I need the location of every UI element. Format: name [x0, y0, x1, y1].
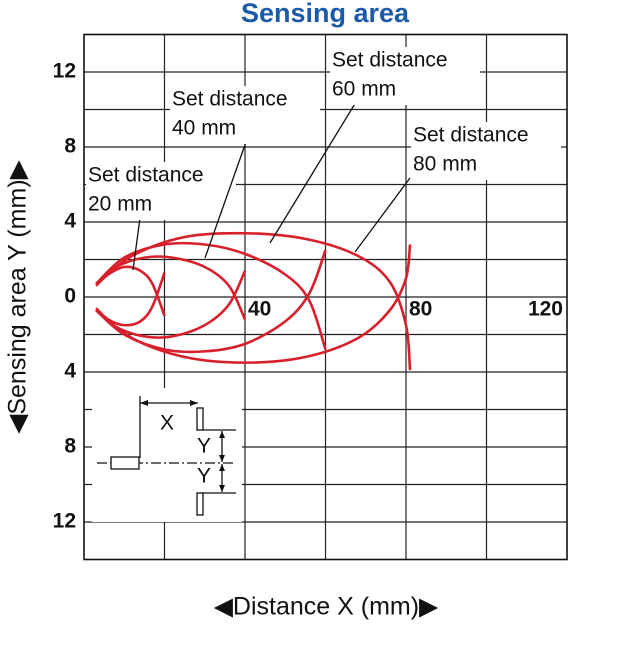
y-tick-label: 0: [64, 285, 76, 308]
plot-frame: [83, 33, 568, 561]
arrow-head: [219, 431, 225, 492]
x-axis-label: ◀Distance X (mm)▶: [214, 593, 439, 621]
annotation: Set distance: [172, 88, 288, 111]
annotation-background: [330, 47, 480, 105]
inset-label: X: [160, 412, 174, 435]
x-tick-label: 80: [409, 298, 432, 321]
x-tick-label: 120: [528, 298, 563, 321]
annotation-background: [411, 122, 561, 180]
inset-label: Y: [197, 465, 211, 488]
y-tick-label: 12: [53, 510, 76, 533]
sensing-curve: [95, 244, 412, 364]
y-axis-label: ◀Sensing area Y (mm)▶: [4, 159, 32, 434]
annotation: 40 mm: [172, 117, 236, 140]
annotation: 80 mm: [413, 153, 477, 176]
annotation: Set distance: [332, 49, 448, 72]
annotation-background: [170, 86, 320, 144]
receiver-slit: [196, 407, 204, 431]
chart-title: Sensing area: [241, 0, 410, 28]
inset-diagram: XYY: [92, 388, 242, 522]
receiver-slit: [196, 492, 204, 516]
x-tick-label: 40: [248, 298, 271, 321]
sensing-curve: [95, 272, 166, 327]
emitter: [110, 456, 140, 470]
y-tick-label: 4: [64, 360, 76, 383]
annotation: Set distance: [413, 124, 529, 147]
annotation: 60 mm: [332, 78, 396, 101]
y-tick-label: 8: [64, 135, 76, 158]
leader-line: [132, 217, 141, 271]
inset-label: Y: [197, 435, 211, 458]
leader-line: [269, 101, 357, 244]
inset-background: [92, 388, 242, 522]
sensing-curve: [95, 231, 412, 371]
y-tick-label: 12: [53, 60, 76, 83]
y-tick-label: 8: [64, 435, 76, 458]
leader-line: [354, 177, 411, 253]
annotation-background: [86, 162, 236, 220]
annotation: Set distance: [88, 164, 204, 187]
y-tick-label: 4: [64, 210, 76, 233]
leader-line: [204, 141, 247, 259]
annotation: 20 mm: [88, 193, 152, 216]
